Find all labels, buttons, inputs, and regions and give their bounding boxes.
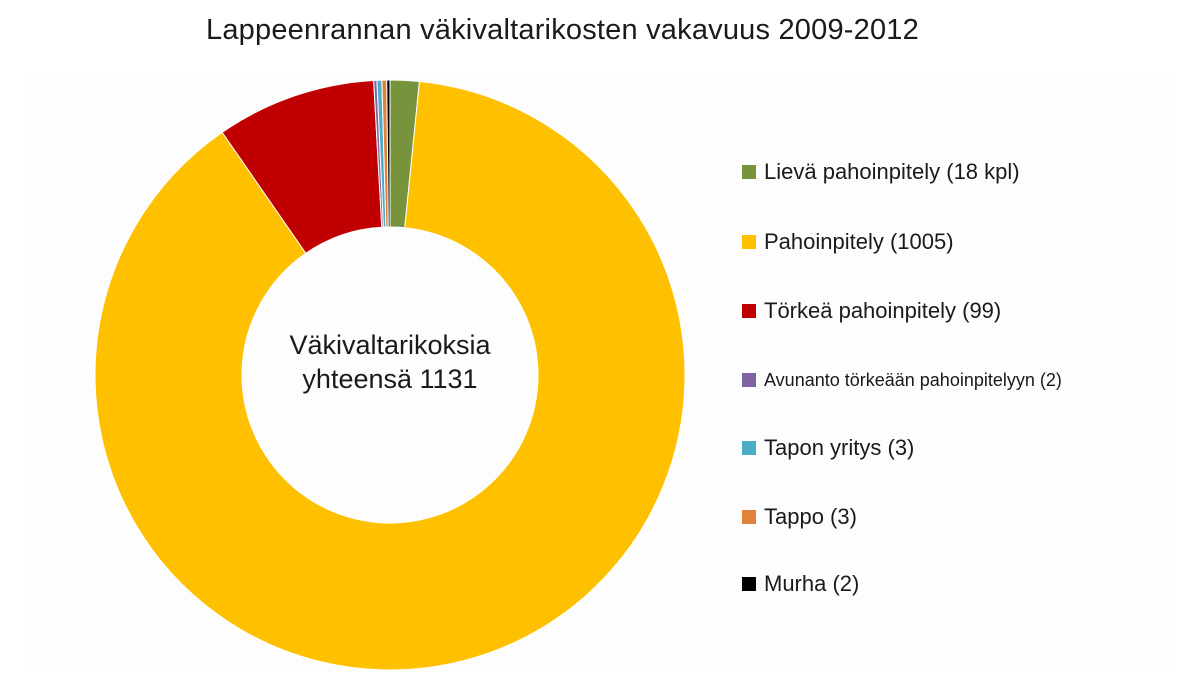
donut-slice-1	[94, 80, 686, 671]
legend-swatch-6	[742, 577, 756, 591]
legend-item-1: Pahoinpitely (1005)	[742, 222, 954, 262]
legend-item-4: Tapon yritys (3)	[742, 428, 914, 468]
legend-label-1: Pahoinpitely (1005)	[764, 229, 954, 254]
legend-item-0: Lievä pahoinpitely (18 kpl)	[742, 152, 1020, 192]
legend-swatch-4	[742, 441, 756, 455]
legend-label-5: Tappo (3)	[764, 504, 857, 529]
center-label-line-2: yhteensä 1131	[302, 364, 478, 394]
donut-slice-6	[386, 79, 391, 228]
legend-label-4: Tapon yritys (3)	[764, 435, 915, 460]
legend-item-3: Avunanto törkeään pahoinpitelyyn (2)	[742, 360, 1062, 400]
legend-swatch-1	[742, 235, 756, 249]
legend-item-2: Törkeä pahoinpitely (99)	[742, 291, 1001, 331]
legend-label-2: Törkeä pahoinpitely (99)	[764, 298, 1002, 323]
legend-label-3: Avunanto törkeään pahoinpitelyyn (2)	[764, 369, 1062, 390]
center-label: Väkivaltarikoksia yhteensä 1131	[260, 328, 520, 396]
legend-label-0: Lievä pahoinpitely (18 kpl)	[764, 159, 1020, 184]
center-label-line-1: Väkivaltarikoksia	[289, 330, 491, 360]
donut-slices	[94, 79, 686, 671]
legend-swatch-0	[742, 165, 756, 179]
legend-swatch-2	[742, 304, 756, 318]
legend-swatch-5	[742, 510, 756, 524]
legend-label-6: Murha (2)	[764, 571, 860, 596]
chart-title: Lappeenrannan väkivaltarikosten vakavuus…	[206, 14, 919, 46]
legend-item-5: Tappo (3)	[742, 497, 857, 537]
legend-item-6: Murha (2)	[742, 564, 859, 604]
legend-swatch-3	[742, 373, 756, 387]
